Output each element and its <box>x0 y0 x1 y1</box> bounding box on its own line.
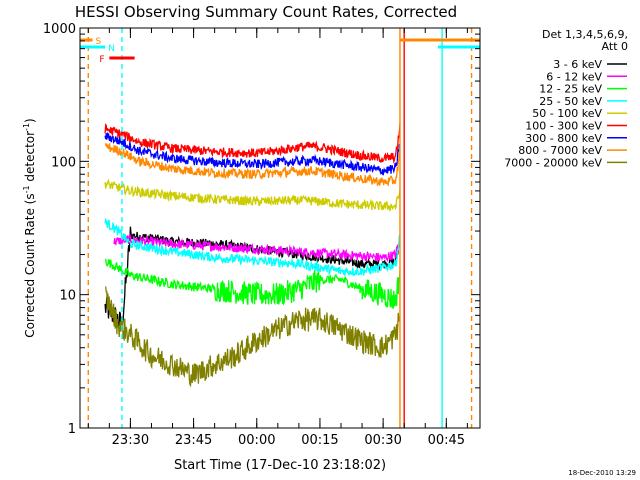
y-tick-label-1: 1 <box>68 422 76 437</box>
y-tick-label-2: 10 <box>59 289 76 304</box>
x-axis-label: Start Time (17-Dec-10 23:18:02) <box>174 458 386 473</box>
legend-label-1: 3 - 6 keV <box>553 58 602 71</box>
y-axis-label: Corrected Count Rate (s-1 detector-1) <box>22 118 37 337</box>
series-line-8 <box>104 142 401 187</box>
footer-date: 18-Dec-2010 13:29 <box>568 469 636 477</box>
flag-label-f: F <box>99 55 104 65</box>
y-axis-label-end: ) <box>23 118 37 123</box>
legend-label-2: 6 - 12 keV <box>546 70 602 83</box>
series-line-2 <box>113 233 401 263</box>
y-axis-label-main: Corrected Count Rate (s <box>23 193 37 337</box>
legend-label-6: 100 - 300 keV <box>525 120 602 133</box>
axes-layer: 1 10 100 1000 23:30 23:45 00:00 00:15 00:30 00:45 <box>43 22 481 448</box>
legend-label-8: 800 - 7000 keV <box>518 144 602 157</box>
y-tick-label-4: 1000 <box>43 22 76 37</box>
legend-label-5: 50 - 100 keV <box>532 107 602 120</box>
legend-label-4: 25 - 50 keV <box>539 95 602 108</box>
legend-header-line-1: Det 1,3,4,5,6,9, <box>542 28 628 41</box>
flag-label-s: S <box>95 37 101 47</box>
x-tick-label-6: 00:45 <box>428 433 465 448</box>
series-line-7 <box>104 132 401 176</box>
series-line-3 <box>105 258 401 309</box>
plot-frame <box>79 27 481 429</box>
x-tick-label-2: 23:45 <box>175 433 212 448</box>
x-tick-label-5: 00:30 <box>364 433 401 448</box>
x-tick-label-3: 00:00 <box>238 433 275 448</box>
flags-layer: SNF <box>80 37 480 65</box>
y-axis-label-sup2: -1 <box>22 123 31 131</box>
legend-label-7: 300 - 800 keV <box>525 132 602 145</box>
legend-header-line-2: Att 0 <box>602 40 628 53</box>
chart-title: HESSI Observing Summary Count Rates, Cor… <box>75 3 457 21</box>
x-tick-label-4: 00:15 <box>301 433 338 448</box>
y-tick-label-3: 100 <box>51 155 76 170</box>
legend-label-9: 7000 - 20000 keV <box>504 156 602 169</box>
series-line-4 <box>104 218 401 277</box>
legend-label-3: 12 - 25 keV <box>539 83 602 96</box>
x-tick-label-1: 23:30 <box>112 433 149 448</box>
series-layer <box>104 123 401 388</box>
y-axis-label-mid: detector <box>23 131 37 186</box>
flag-label-n: N <box>108 44 115 54</box>
plot-background <box>80 28 480 428</box>
y-axis-label-sup: -1 <box>22 185 31 193</box>
series-line-6 <box>104 123 401 164</box>
plot-area <box>80 28 480 428</box>
markers-layer <box>87 28 473 428</box>
series-line-9 <box>105 286 401 388</box>
series-line-5 <box>104 178 401 212</box>
